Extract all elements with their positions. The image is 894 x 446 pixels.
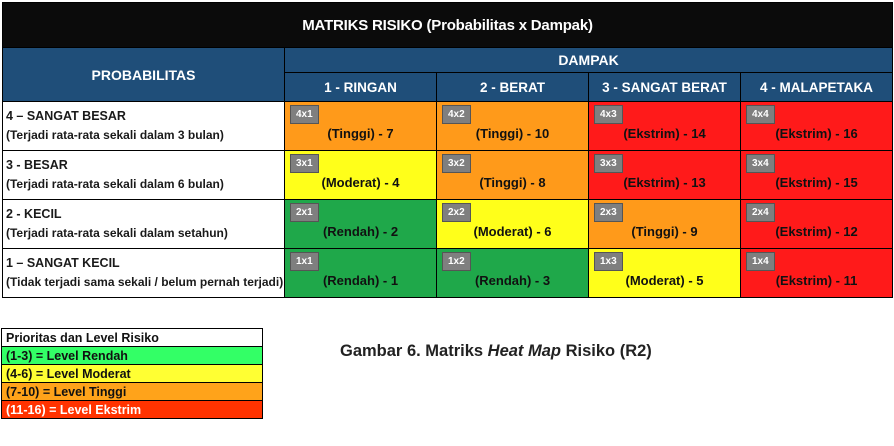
risk-cell-2x1: 2x1 (Rendah) - 2 <box>284 199 437 249</box>
probability-description: (Terjadi rata-rata sekali dalam 3 bulan) <box>6 128 224 142</box>
risk-cell-2x3: 2x3 (Tinggi) - 9 <box>588 199 741 249</box>
probability-description: (Terjadi rata-rata sekali dalam 6 bulan) <box>6 177 224 191</box>
matrix-row: 2 - KECIL (Terjadi rata-rata sekali dalam… <box>2 199 894 249</box>
risk-cell-4x1: 4x1 (Tinggi) - 7 <box>284 101 437 151</box>
cell-risk-label: (Rendah) - 2 <box>322 223 399 239</box>
cell-code-tag: 3x3 <box>594 154 623 173</box>
risk-level-legend: Prioritas dan Level Risiko (1-3) = Level… <box>1 328 263 419</box>
cell-code-tag: 1x4 <box>746 252 775 271</box>
risk-cell-1x1: 1x1 (Rendah) - 1 <box>284 248 437 298</box>
risk-cell-1x4: 1x4 (Ekstrim) - 11 <box>739 248 894 298</box>
probability-description: (Terjadi rata-rata sekali dalam setahun) <box>6 226 228 240</box>
cell-risk-label: (Ekstrim) - 16 <box>775 125 858 141</box>
risk-cell-4x3: 4x3 (Ekstrim) - 14 <box>588 101 741 151</box>
matrix-row: 1 – SANGAT KECIL (Tidak terjadi sama seka… <box>2 248 894 298</box>
cell-code-tag: 4x4 <box>746 105 775 124</box>
legend-item-rendah: (1-3) = Level Rendah <box>1 346 263 365</box>
cell-code-tag: 2x2 <box>442 203 471 222</box>
cell-code-tag: 1x3 <box>594 252 623 271</box>
caption-italic: Heat Map <box>487 342 562 360</box>
cell-risk-label: (Ekstrim) - 14 <box>623 125 706 141</box>
cell-risk-label: (Moderat) - 4 <box>321 174 400 190</box>
probability-label: 3 - BESAR <box>6 158 68 172</box>
legend-item-ekstrim: (11-16) = Level Ekstrim <box>1 400 263 419</box>
cell-risk-label: (Tinggi) - 7 <box>327 125 394 141</box>
matrix-row: 3 - BESAR (Terjadi rata-rata sekali dalam… <box>2 150 894 200</box>
cell-code-tag: 2x4 <box>746 203 775 222</box>
probability-cell: 1 – SANGAT KECIL (Tidak terjadi sama seka… <box>2 248 285 298</box>
column-header-berat: 2 - BERAT <box>436 72 589 102</box>
probability-label: 2 - KECIL <box>6 207 62 221</box>
cell-code-tag: 3x1 <box>290 154 319 173</box>
caption-suffix: Risiko (R2) <box>561 342 652 360</box>
figure-caption: Gambar 6. Matriks Heat Map Risiko (R2) <box>340 342 652 361</box>
risk-cell-3x4: 3x4 (Ekstrim) - 15 <box>739 150 894 200</box>
matrix-row: 4 – SANGAT BESAR (Terjadi rata-rata sekal… <box>2 101 894 151</box>
cell-code-tag: 4x2 <box>442 105 471 124</box>
probability-cell: 4 – SANGAT BESAR (Terjadi rata-rata sekal… <box>2 101 285 151</box>
cell-code-tag: 4x3 <box>594 105 623 124</box>
cell-risk-label: (Ekstrim) - 12 <box>775 223 858 239</box>
probability-label: 1 – SANGAT KECIL <box>6 256 120 270</box>
risk-cell-3x1: 3x1 (Moderat) - 4 <box>284 150 437 200</box>
probability-cell: 2 - KECIL (Terjadi rata-rata sekali dalam… <box>2 199 285 249</box>
probability-description: (Tidak terjadi sama sekali / belum perna… <box>6 275 284 289</box>
matrix-title: MATRIKS RISIKO (Probabilitas x Dampak) <box>1 2 894 48</box>
cell-risk-label: (Moderat) - 5 <box>625 272 704 288</box>
cell-risk-label: (Ekstrim) - 13 <box>623 174 706 190</box>
cell-risk-label: (Ekstrim) - 11 <box>775 272 858 288</box>
dampak-header: DAMPAK <box>283 47 894 73</box>
cell-risk-label: (Moderat) - 6 <box>473 223 552 239</box>
probability-label: 4 – SANGAT BESAR <box>6 109 126 123</box>
risk-cell-2x4: 2x4 (Ekstrim) - 12 <box>739 199 894 249</box>
legend-item-moderat: (4-6) = Level Moderat <box>1 364 263 383</box>
risk-cell-1x2: 1x2 (Rendah) - 3 <box>436 248 589 298</box>
risk-cell-4x4: 4x4 (Ekstrim) - 16 <box>739 101 894 151</box>
column-header-malapetaka: 4 - MALAPETAKA <box>739 72 894 102</box>
cell-risk-label: (Ekstrim) - 15 <box>775 174 858 190</box>
cell-code-tag: 3x4 <box>746 154 775 173</box>
cell-code-tag: 3x2 <box>442 154 471 173</box>
risk-cell-3x3: 3x3 (Ekstrim) - 13 <box>588 150 741 200</box>
probabilitas-header: PROBABILITAS <box>2 47 285 102</box>
column-header-sangat-berat: 3 - SANGAT BERAT <box>588 72 741 102</box>
cell-code-tag: 2x1 <box>290 203 319 222</box>
cell-risk-label: (Tinggi) - 9 <box>631 223 698 239</box>
probability-cell: 3 - BESAR (Terjadi rata-rata sekali dalam… <box>2 150 285 200</box>
column-header-ringan: 1 - RINGAN <box>284 72 437 102</box>
risk-cell-3x2: 3x2 (Tinggi) - 8 <box>436 150 589 200</box>
risk-matrix-table: MATRIKS RISIKO (Probabilitas x Dampak) P… <box>1 2 894 298</box>
legend-title: Prioritas dan Level Risiko <box>1 328 263 347</box>
cell-risk-label: (Rendah) - 1 <box>322 272 399 288</box>
risk-cell-1x3: 1x3 (Moderat) - 5 <box>588 248 741 298</box>
caption-prefix: Gambar 6. Matriks <box>340 342 488 360</box>
risk-cell-2x2: 2x2 (Moderat) - 6 <box>436 199 589 249</box>
cell-code-tag: 1x1 <box>290 252 319 271</box>
cell-code-tag: 2x3 <box>594 203 623 222</box>
cell-risk-label: (Tinggi) - 8 <box>479 174 546 190</box>
risk-cell-4x2: 4x2 (Tinggi) - 10 <box>436 101 589 151</box>
cell-code-tag: 4x1 <box>290 105 319 124</box>
legend-item-tinggi: (7-10) = Level Tinggi <box>1 382 263 401</box>
cell-code-tag: 1x2 <box>442 252 471 271</box>
cell-risk-label: (Rendah) - 3 <box>474 272 551 288</box>
cell-risk-label: (Tinggi) - 10 <box>475 125 550 141</box>
